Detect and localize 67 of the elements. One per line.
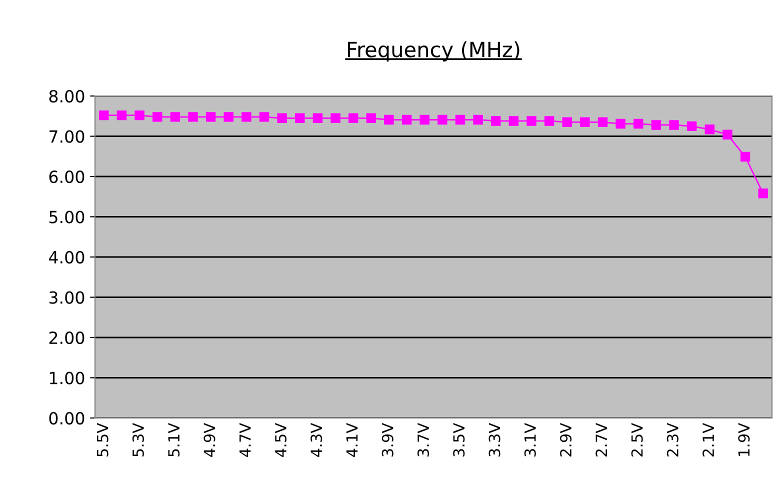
- x-tick-label: 5.1V: [168, 422, 180, 456]
- point: [116, 110, 127, 120]
- x-tick-label: 4.5V: [275, 422, 286, 457]
- point: [490, 116, 501, 126]
- point: [740, 152, 750, 162]
- x-tick-label: 2.9V: [560, 422, 572, 456]
- point: [242, 112, 252, 122]
- y-tick-label: 1.00: [50, 372, 84, 384]
- point: [312, 113, 323, 123]
- point: [438, 114, 448, 125]
- x-tick-label: 4.9V: [204, 422, 216, 457]
- y-tick-label: 5.00: [49, 210, 84, 224]
- point: [134, 110, 144, 120]
- point: [170, 112, 180, 122]
- x-tick-label: 2.7V: [596, 422, 607, 456]
- point: [526, 116, 536, 126]
- y-tick-label: 3.00: [49, 291, 84, 304]
- point: [188, 112, 198, 122]
- y-tick-label: 0.00: [49, 412, 84, 425]
- x-tick-label: 4.1V: [346, 422, 358, 457]
- point: [508, 116, 519, 126]
- x-tick-label: 3.1V: [524, 422, 536, 456]
- x-tick-label: 2.3V: [666, 422, 678, 456]
- x-tick-label: 2.5V: [631, 422, 643, 456]
- y-tick-label: 7.00: [50, 130, 84, 143]
- point: [224, 112, 234, 122]
- y-tick-label: 8.00: [49, 90, 84, 103]
- x-tick-label: 1.9V: [738, 422, 750, 456]
- point: [152, 112, 162, 122]
- point: [420, 114, 430, 125]
- x-tick-label: 3.5V: [453, 422, 465, 456]
- x-tick-label: 4.3V: [310, 422, 322, 457]
- x-tick-label: 5.5V: [96, 422, 108, 456]
- point: [259, 112, 270, 122]
- point: [330, 113, 340, 123]
- chart-title: Frequency (MHz): [348, 41, 520, 62]
- point: [295, 113, 305, 123]
- point: [277, 113, 287, 123]
- point: [758, 188, 768, 198]
- x-tick-label: 5.3V: [132, 422, 144, 456]
- point: [580, 117, 590, 128]
- point: [544, 116, 554, 126]
- point: [366, 113, 376, 123]
- x-tick-label: 4.7V: [240, 422, 251, 457]
- point: [686, 121, 697, 132]
- point: [206, 112, 216, 122]
- y-tick-label: 2.00: [49, 331, 84, 344]
- point: [455, 114, 466, 125]
- y-tick-label: 6.00: [49, 170, 84, 184]
- x-tick-label: 3.9V: [382, 422, 394, 456]
- point: [616, 118, 626, 129]
- point: [384, 114, 394, 125]
- point: [704, 124, 715, 134]
- y-tick-label: 4.00: [48, 250, 84, 264]
- point: [473, 114, 483, 125]
- point: [99, 110, 109, 120]
- x-tick-label: 3.7V: [417, 422, 430, 456]
- point: [348, 113, 358, 123]
- x-tick-label: 2.1V: [702, 422, 714, 456]
- point: [722, 130, 732, 140]
- point: [402, 114, 412, 125]
- point: [669, 120, 679, 130]
- point: [598, 117, 608, 128]
- point: [634, 118, 644, 129]
- point: [651, 120, 662, 130]
- x-tick-label: 3.3V: [488, 422, 500, 456]
- point: [562, 117, 572, 128]
